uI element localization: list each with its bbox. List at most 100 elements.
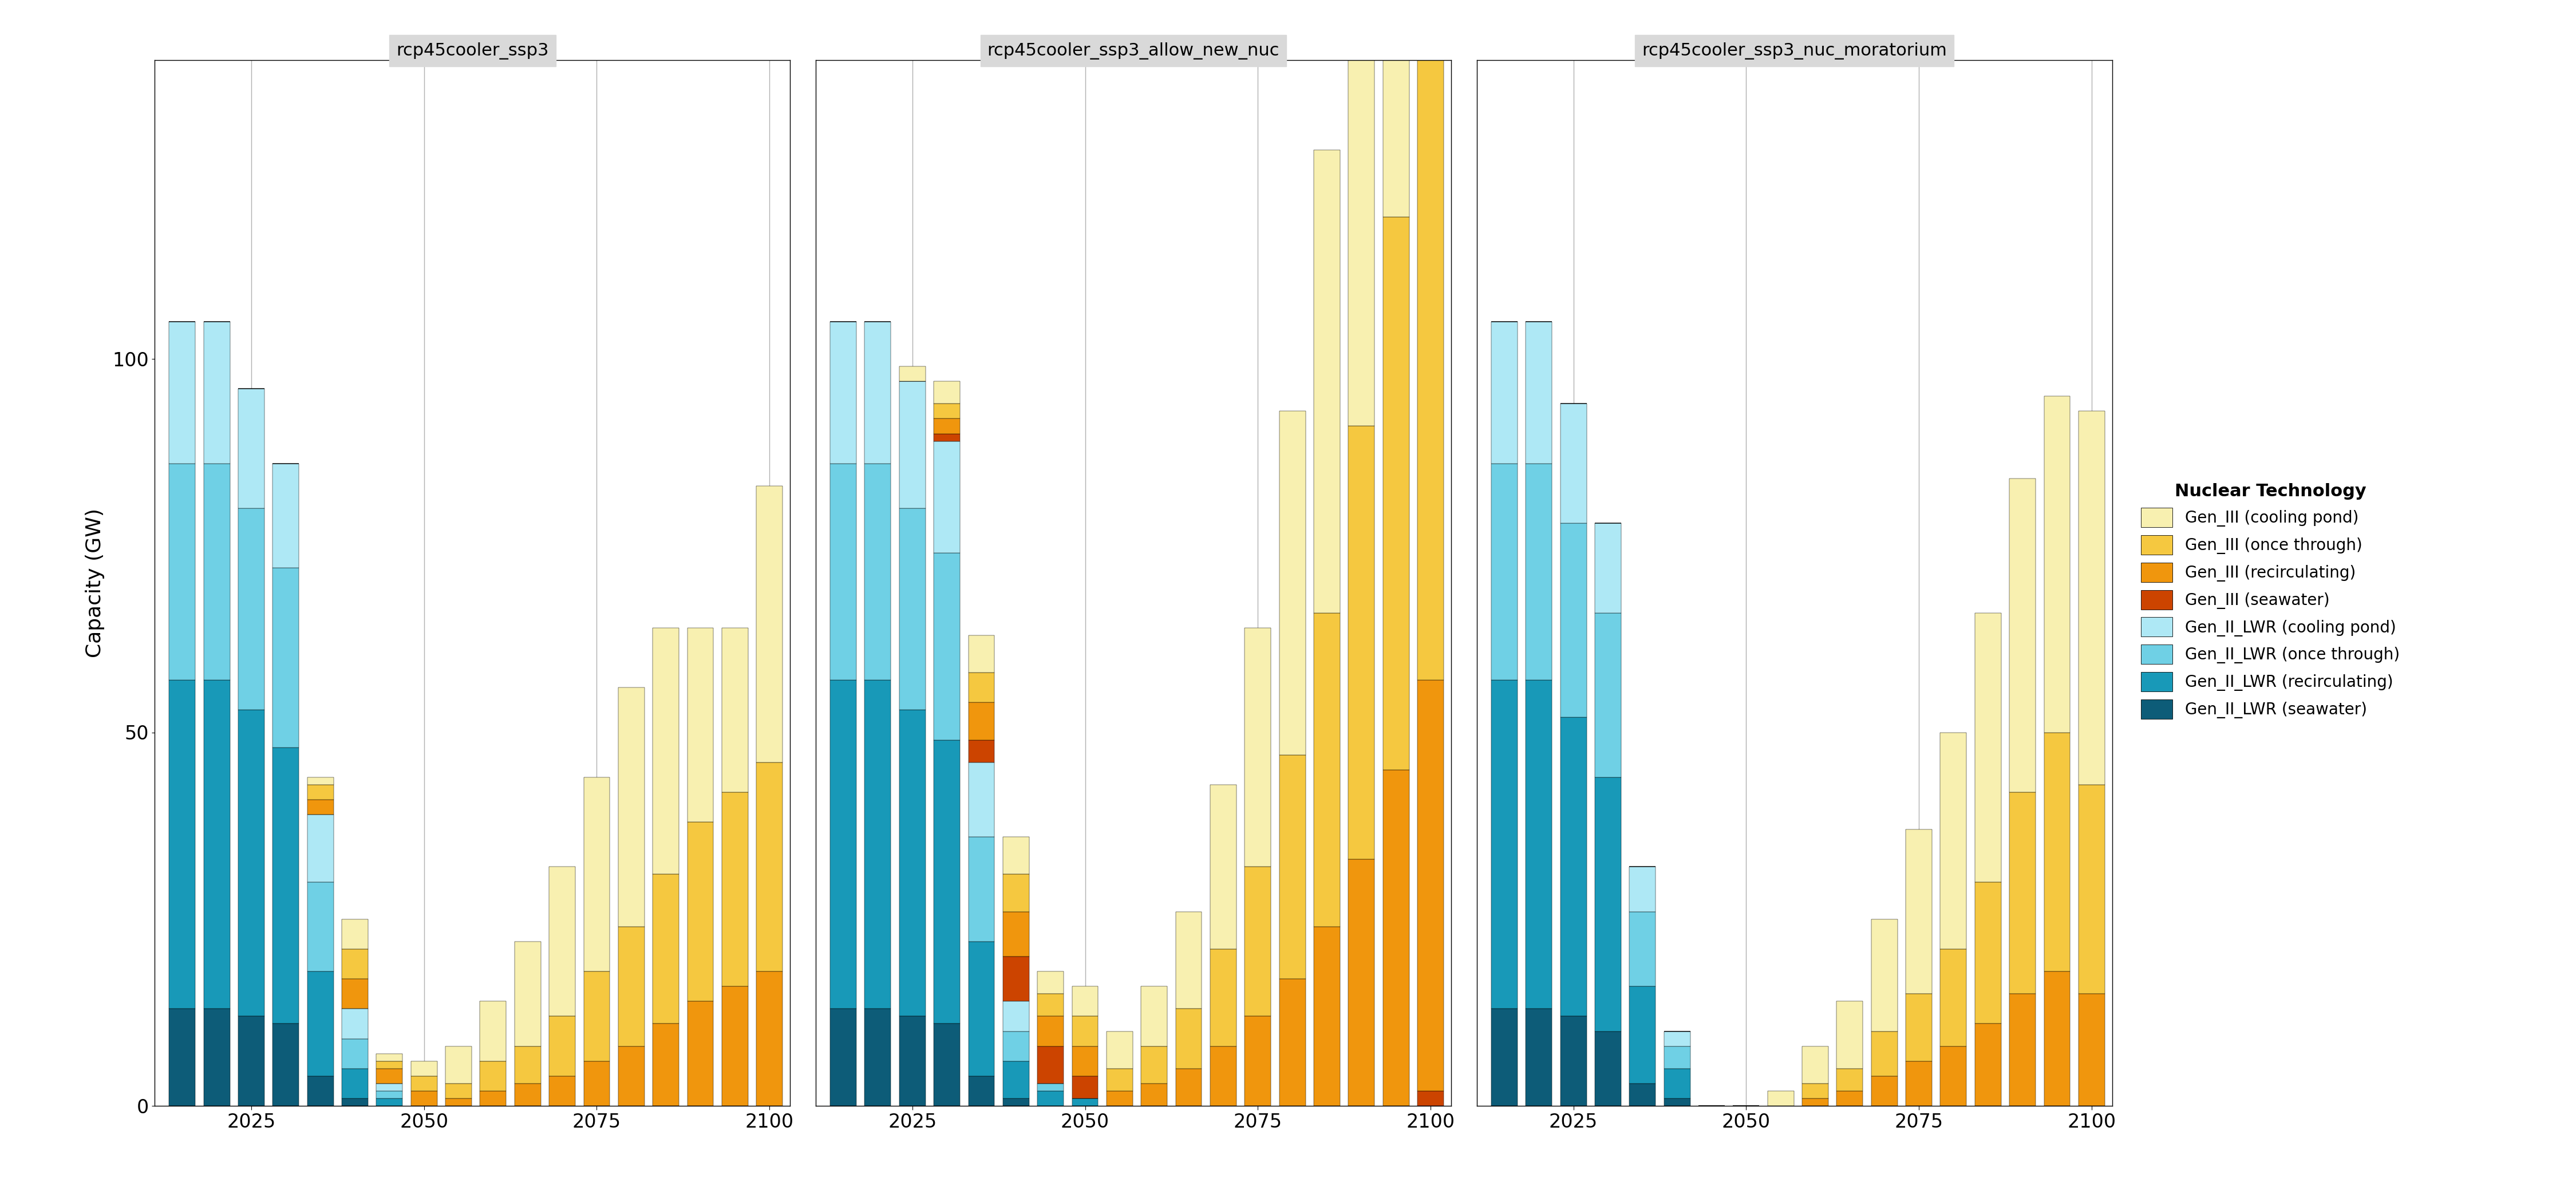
Bar: [1664, 1046, 1690, 1069]
Bar: [933, 740, 961, 1024]
Bar: [1595, 523, 1620, 613]
Bar: [1870, 1076, 1899, 1106]
Bar: [969, 702, 994, 740]
Bar: [1664, 1069, 1690, 1099]
Bar: [1870, 1031, 1899, 1076]
Bar: [1108, 1031, 1133, 1069]
Bar: [412, 1091, 438, 1106]
Bar: [2079, 785, 2105, 994]
Bar: [1211, 785, 1236, 950]
Bar: [1108, 1091, 1133, 1106]
Bar: [1492, 464, 1517, 680]
Bar: [549, 1016, 574, 1076]
Bar: [446, 1046, 471, 1083]
Bar: [479, 1061, 507, 1091]
Bar: [307, 1076, 332, 1106]
Bar: [446, 1099, 471, 1106]
Bar: [1803, 1083, 1829, 1099]
Bar: [237, 1016, 265, 1106]
Bar: [1280, 411, 1306, 755]
Bar: [1038, 1016, 1064, 1046]
Bar: [1940, 732, 1965, 950]
Bar: [376, 1069, 402, 1083]
Bar: [343, 1099, 368, 1106]
Y-axis label: Capacity (GW): Capacity (GW): [85, 508, 106, 657]
Bar: [866, 680, 891, 1008]
Bar: [1525, 464, 1551, 680]
Bar: [829, 464, 855, 680]
Bar: [721, 627, 747, 792]
Bar: [204, 680, 229, 1008]
Bar: [273, 569, 299, 748]
Bar: [307, 971, 332, 1076]
Bar: [1492, 1008, 1517, 1106]
Bar: [1314, 150, 1340, 613]
Bar: [1561, 1016, 1587, 1106]
Bar: [307, 882, 332, 971]
Bar: [1664, 1099, 1690, 1106]
Bar: [1244, 1016, 1270, 1106]
Bar: [1803, 1099, 1829, 1106]
Bar: [273, 748, 299, 1024]
Bar: [479, 1001, 507, 1061]
Bar: [549, 1076, 574, 1106]
Bar: [307, 815, 332, 882]
Bar: [1072, 1046, 1097, 1076]
Bar: [1347, 859, 1376, 1106]
Bar: [170, 321, 196, 464]
Bar: [1314, 613, 1340, 927]
Bar: [866, 464, 891, 680]
Bar: [899, 367, 925, 381]
Bar: [1631, 1083, 1656, 1106]
Bar: [1038, 1046, 1064, 1083]
Bar: [1141, 1046, 1167, 1083]
Bar: [1417, 1091, 1443, 1106]
Bar: [969, 740, 994, 762]
Bar: [1002, 911, 1030, 957]
Bar: [1803, 1046, 1829, 1083]
Bar: [969, 941, 994, 1076]
Bar: [618, 1046, 644, 1106]
Bar: [376, 1091, 402, 1099]
Bar: [1976, 882, 2002, 1024]
Legend: Gen_III (cooling pond), Gen_III (once through), Gen_III (recirculating), Gen_III: Gen_III (cooling pond), Gen_III (once th…: [2128, 471, 2414, 731]
Bar: [1837, 1069, 1862, 1091]
Bar: [829, 680, 855, 1008]
Bar: [1314, 927, 1340, 1106]
Bar: [412, 1061, 438, 1076]
Bar: [933, 1024, 961, 1106]
Bar: [1837, 1001, 1862, 1069]
Bar: [1002, 837, 1030, 874]
Bar: [933, 553, 961, 740]
Bar: [1002, 1031, 1030, 1061]
Title: rcp45cooler_ssp3: rcp45cooler_ssp3: [397, 42, 549, 59]
Bar: [1976, 1024, 2002, 1106]
Bar: [757, 762, 783, 971]
Bar: [1211, 950, 1236, 1046]
Bar: [1175, 911, 1203, 1008]
Bar: [343, 1069, 368, 1099]
Bar: [446, 1083, 471, 1099]
Bar: [585, 1061, 611, 1106]
Bar: [1561, 718, 1587, 1016]
Bar: [1383, 769, 1409, 1106]
Bar: [1038, 1091, 1064, 1106]
Bar: [204, 321, 229, 464]
Bar: [1417, 23, 1443, 680]
Title: rcp45cooler_ssp3_nuc_moratorium: rcp45cooler_ssp3_nuc_moratorium: [1641, 42, 1947, 59]
Bar: [1141, 1083, 1167, 1106]
Bar: [376, 1099, 402, 1106]
Bar: [237, 710, 265, 1016]
Bar: [204, 1008, 229, 1106]
Bar: [1038, 994, 1064, 1016]
Bar: [2043, 732, 2071, 971]
Bar: [376, 1061, 402, 1069]
Bar: [899, 1016, 925, 1106]
Bar: [1417, 680, 1443, 1091]
Bar: [343, 1008, 368, 1039]
Bar: [170, 464, 196, 680]
Bar: [1383, 218, 1409, 769]
Bar: [273, 1024, 299, 1106]
Bar: [933, 441, 961, 553]
Bar: [237, 388, 265, 508]
